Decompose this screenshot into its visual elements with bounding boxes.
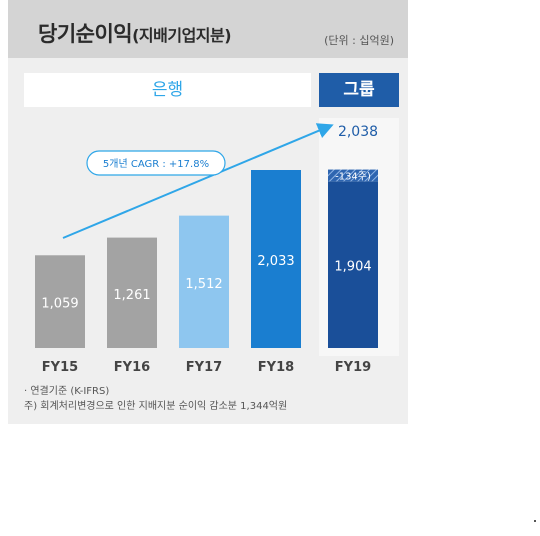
bar-fy19 (328, 181, 378, 348)
bar-fy15 (35, 255, 85, 348)
tick-label-fy18: FY18 (258, 360, 294, 375)
bar-adjustment-fy19 (328, 169, 378, 182)
chart-panel: 당기순이익(지배기업지분) (단위 : 십억원) 은행 그룹 1,059 FY15… (8, 0, 408, 424)
header-bar: 당기순이익(지배기업지분) (단위 : 십억원) (8, 0, 408, 58)
value-label-fy19: 1,904 (334, 260, 371, 275)
bar-fy17 (179, 215, 229, 348)
footnotes: · 연결기준 (K-IFRS) 주) 회계처리변경으로 인한 지배지분 순이익 … (24, 384, 287, 414)
stray-dot (534, 520, 536, 522)
value-label-fy17: 1,512 (185, 277, 222, 292)
cagr-label: 5개년 CAGR : +17.8% (103, 158, 209, 170)
chart-title-sub: (지배기업지분) (132, 26, 232, 45)
footnote-adjustment: 주) 회계처리변경으로 인한 지배지분 순이익 감소분 1,344억원 (24, 401, 288, 412)
segment-bank-label: 은행 (24, 73, 311, 107)
tick-label-fy19: FY19 (335, 360, 371, 375)
value-label-fy15: 1,059 (41, 297, 78, 312)
value-label-fy18: 2,033 (257, 254, 294, 269)
tick-label-fy15: FY15 (42, 360, 78, 375)
cagr-callout: 5개년 CAGR : +17.8% (86, 150, 226, 176)
cagr-arrow (62, 123, 334, 239)
tick-label-fy17: FY17 (186, 360, 222, 375)
tick-label-fy16: FY16 (114, 360, 150, 375)
chart-title: 당기순이익(지배기업지분) (38, 18, 232, 48)
adjustment-label: -134주) (335, 171, 371, 182)
segment-group-label: 그룹 (319, 73, 399, 107)
value-label-fy16: 1,261 (113, 288, 150, 303)
bar-fy16 (107, 237, 157, 348)
bar-fy18 (251, 170, 301, 348)
chart-title-main: 당기순이익 (38, 22, 133, 46)
bar-chart: 1,059 FY15 1,261 FY16 1,512 FY17 2,033 FY18 1,90… (35, 118, 399, 375)
footnote-basis: · 연결기준 (K-IFRS) (24, 386, 110, 397)
unit-label: (단위 : 십억원) (324, 34, 394, 47)
total-label: 2,038 (338, 124, 378, 140)
